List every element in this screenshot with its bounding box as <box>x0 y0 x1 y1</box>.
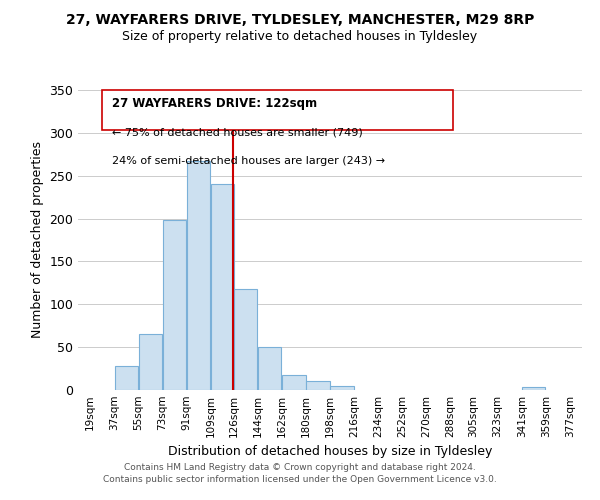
Text: Contains public sector information licensed under the Open Government Licence v3: Contains public sector information licen… <box>103 475 497 484</box>
Bar <box>331 386 354 390</box>
FancyBboxPatch shape <box>102 90 454 130</box>
Bar <box>115 366 138 390</box>
Bar <box>163 220 186 390</box>
Text: 27, WAYFARERS DRIVE, TYLDESLEY, MANCHESTER, M29 8RP: 27, WAYFARERS DRIVE, TYLDESLEY, MANCHEST… <box>66 12 534 26</box>
Text: Contains HM Land Registry data © Crown copyright and database right 2024.: Contains HM Land Registry data © Crown c… <box>124 464 476 472</box>
Bar <box>211 184 235 390</box>
Bar <box>139 334 162 390</box>
Bar <box>282 374 305 390</box>
X-axis label: Distribution of detached houses by size in Tyldesley: Distribution of detached houses by size … <box>168 446 492 458</box>
Bar <box>187 161 211 390</box>
Text: Size of property relative to detached houses in Tyldesley: Size of property relative to detached ho… <box>122 30 478 43</box>
Bar <box>234 289 257 390</box>
Bar <box>258 347 281 390</box>
Text: 24% of semi-detached houses are larger (243) →: 24% of semi-detached houses are larger (… <box>112 156 385 166</box>
Text: ← 75% of detached houses are smaller (749): ← 75% of detached houses are smaller (74… <box>112 128 363 138</box>
Bar <box>306 380 329 390</box>
Text: 27 WAYFARERS DRIVE: 122sqm: 27 WAYFARERS DRIVE: 122sqm <box>112 98 317 110</box>
Bar <box>522 388 545 390</box>
Y-axis label: Number of detached properties: Number of detached properties <box>31 142 44 338</box>
